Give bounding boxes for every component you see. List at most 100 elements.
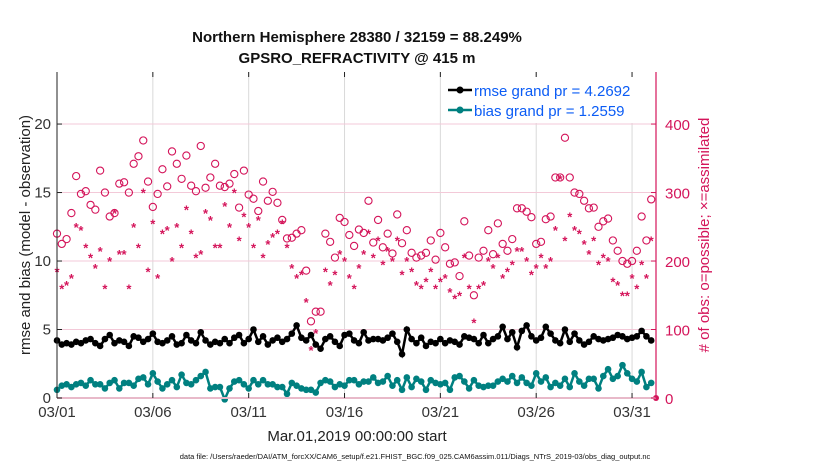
rmse-point xyxy=(489,335,497,343)
rmse-point xyxy=(168,333,176,340)
assimilated-obs-marker: * xyxy=(289,261,295,276)
possible-obs-marker xyxy=(445,259,455,268)
possible-obs-marker xyxy=(484,226,493,235)
possible-obs-marker xyxy=(302,266,311,275)
axes: 03/01 03/06 03/11 03/16 03/21 03/26 03/31 0 5 10 1… xyxy=(34,72,690,421)
assimilated-obs-marker: * xyxy=(328,278,334,293)
rmse-point xyxy=(293,322,300,329)
legend: rmse grand pr = 4.2692 bias grand pr = 1… xyxy=(444,77,652,123)
bias-point xyxy=(499,375,506,383)
assimilated-obs-marker: * xyxy=(64,278,70,293)
assimilated-obs-marker: * xyxy=(332,268,338,283)
possible-obs-marker xyxy=(95,166,105,175)
possible-obs-marker xyxy=(560,133,570,142)
possible-obs-marker xyxy=(460,217,469,226)
assimilated-obs-marker: * xyxy=(630,271,636,286)
bias-point xyxy=(115,385,123,392)
bias-point xyxy=(226,385,233,392)
rmse-point xyxy=(139,338,147,346)
assimilated-obs-marker: * xyxy=(515,244,521,259)
possible-obs-marker xyxy=(100,188,110,197)
bias-point xyxy=(446,386,454,394)
assimilated-obs-marker: * xyxy=(553,223,559,238)
rmse-point xyxy=(302,337,310,344)
possible-obs-marker xyxy=(556,173,565,182)
bias-point xyxy=(101,385,109,392)
bias-point xyxy=(77,379,85,387)
bias-point xyxy=(168,376,176,384)
bias-point xyxy=(537,378,545,385)
bias-point xyxy=(470,376,478,384)
possible-obs-marker xyxy=(647,195,656,204)
rmse-point xyxy=(350,337,358,344)
possible-obs-marker xyxy=(570,188,579,197)
bias-point xyxy=(269,381,276,388)
assimilated-obs-marker: * xyxy=(438,275,444,290)
assimilated-obs-marker: * xyxy=(562,233,568,248)
legend-rmse-label: rmse grand pr = 4.2692 xyxy=(474,83,630,100)
possible-obs-marker xyxy=(637,212,646,221)
bias-point xyxy=(417,378,425,385)
possible-obs-marker xyxy=(594,222,603,231)
rmse-point xyxy=(647,337,655,344)
bias-point xyxy=(393,376,401,384)
possible-obs-marker xyxy=(316,307,325,316)
rmse-point xyxy=(518,327,526,335)
assimilated-obs-marker: * xyxy=(193,251,199,266)
possible-obs-marker xyxy=(234,203,244,212)
possible-obs-marker xyxy=(450,258,459,267)
possible-obs-marker xyxy=(623,259,632,268)
y2-tick-label: 400 xyxy=(665,117,690,134)
rmse-point xyxy=(389,330,396,337)
bias-point xyxy=(259,376,267,384)
bias-point xyxy=(346,376,353,384)
possible-obs-marker xyxy=(349,241,359,251)
rmse-point xyxy=(336,342,344,350)
assimilated-obs-marker: * xyxy=(567,210,573,225)
grid xyxy=(56,72,656,399)
assimilated-obs-marker: * xyxy=(591,233,597,248)
bias-point xyxy=(355,381,363,388)
legend-bias-marker xyxy=(456,106,464,114)
possible-obs-marker xyxy=(608,236,618,245)
assimilated-obs-marker: * xyxy=(644,271,650,286)
bias-point xyxy=(68,383,75,391)
possible-obs-marker xyxy=(187,181,196,190)
assimilated-obs-marker: * xyxy=(462,251,468,266)
rmse-point xyxy=(96,342,104,350)
assimilated-obs-marker: * xyxy=(117,247,123,262)
possible-obs-marker xyxy=(565,173,574,182)
assimilated-obs-marker: * xyxy=(409,264,415,279)
bias-point xyxy=(106,379,114,387)
legend-rmse-marker xyxy=(456,86,464,94)
assimilated-obs-marker: * xyxy=(261,251,267,266)
rmse-point xyxy=(413,339,420,347)
rmse-point xyxy=(149,330,157,337)
bias-point xyxy=(456,372,463,380)
rmse-point xyxy=(87,335,94,343)
assimilated-obs-marker: * xyxy=(500,271,506,286)
y-tick-label: 10 xyxy=(34,253,51,270)
assimilated-obs-marker: * xyxy=(639,257,645,272)
assimilated-obs-marker: * xyxy=(404,254,410,269)
possible-obs-marker xyxy=(91,205,100,214)
rmse-point xyxy=(609,334,617,342)
rmse-point xyxy=(278,338,286,346)
rmse-point xyxy=(398,350,406,358)
rmse-point xyxy=(101,335,109,343)
assimilated-obs-marker: * xyxy=(548,254,554,269)
bias-point xyxy=(494,378,502,385)
possible-obs-marker xyxy=(239,166,249,175)
assimilated-obs-marker: * xyxy=(150,216,156,231)
bias-point xyxy=(278,383,286,391)
possible-obs-marker xyxy=(230,169,239,179)
bias-point xyxy=(317,379,324,387)
assimilated-obs-marker: * xyxy=(241,210,247,225)
rmse-point xyxy=(231,334,238,342)
assimilated-obs-marker: * xyxy=(256,213,262,228)
bias-point xyxy=(595,385,602,392)
assimilated-obs-marker: * xyxy=(313,326,319,341)
possible-obs-marker xyxy=(134,152,143,161)
rmse-point xyxy=(360,328,367,336)
bias-point xyxy=(614,372,621,380)
